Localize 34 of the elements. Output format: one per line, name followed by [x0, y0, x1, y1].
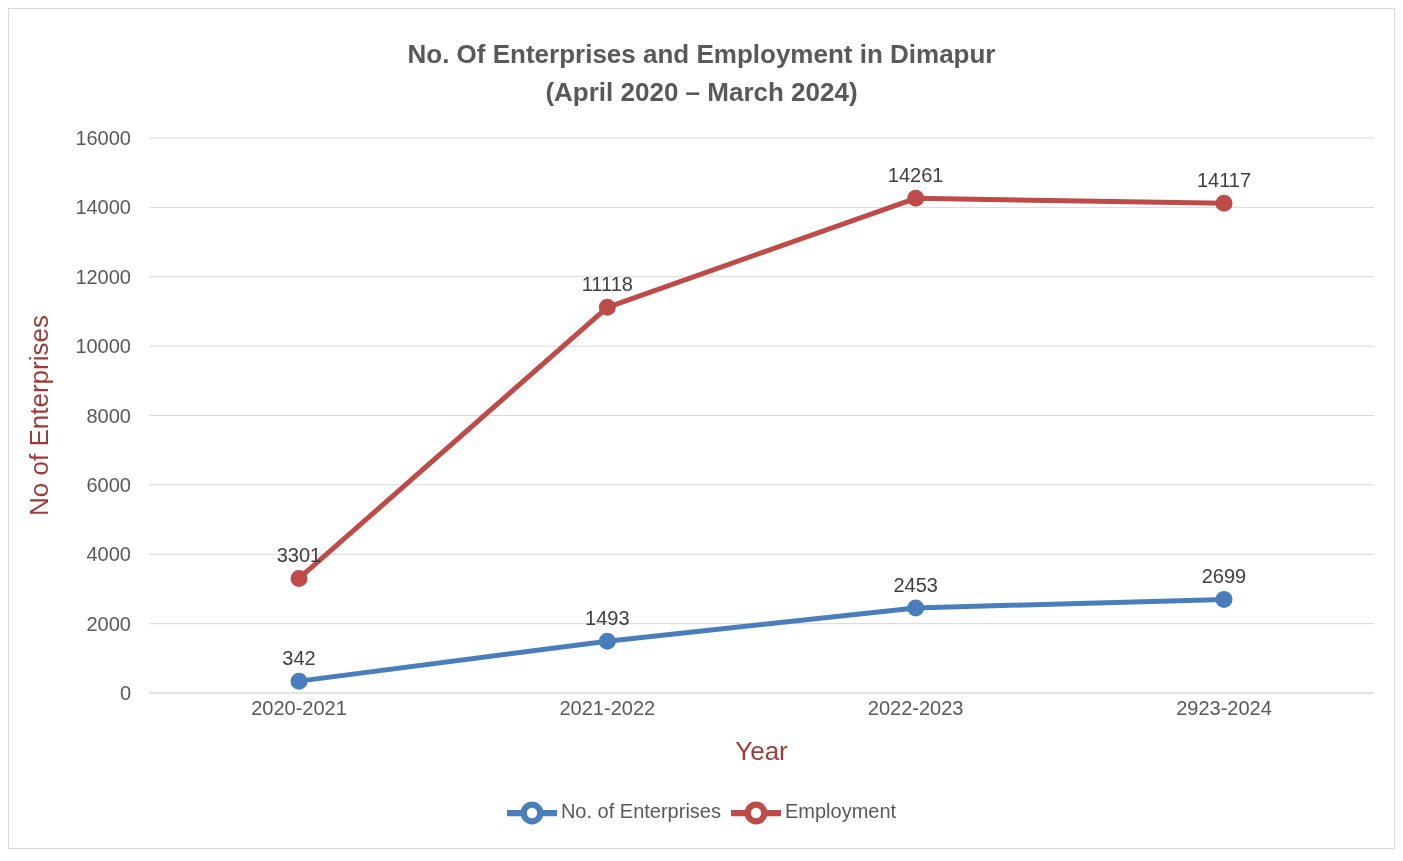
- data-label: 11118: [581, 273, 633, 296]
- data-label: 3301: [276, 544, 322, 567]
- point: [598, 298, 616, 316]
- y-tick-label: 10000: [75, 335, 131, 358]
- point: [290, 672, 308, 690]
- chart-title: No. Of Enterprises and Employment in Dimapur (April 2020 – March 2024): [406, 38, 997, 108]
- point: [1215, 194, 1233, 212]
- y-tick-label: 4000: [86, 543, 131, 566]
- x-tick-label: 2021-2022: [559, 697, 656, 720]
- x-tick-label: 2022-2023: [867, 697, 964, 720]
- y-tick-label: 16000: [75, 127, 131, 150]
- y-tick-label: 14000: [75, 196, 131, 219]
- point: [907, 599, 925, 617]
- y-tick-label: 6000: [86, 473, 131, 496]
- y-axis-title: No of Enterprises: [24, 315, 55, 516]
- data-label: 2453: [893, 573, 938, 596]
- legend-label: Employment: [784, 800, 897, 823]
- y-tick-label: 2000: [86, 612, 131, 635]
- legend-label: No. of Enterprises: [560, 800, 721, 823]
- x-axis-title: Year: [735, 736, 789, 766]
- y-tick-label: 8000: [86, 404, 131, 427]
- point: [1215, 590, 1233, 608]
- data-label: 14117: [1196, 169, 1252, 192]
- data-label: 14261: [887, 164, 944, 187]
- data-label: 1493: [585, 607, 630, 630]
- point: [290, 570, 308, 587]
- y-tick-label: 0: [119, 682, 131, 705]
- data-label: 342: [282, 647, 316, 670]
- point: [598, 632, 616, 650]
- point: [907, 189, 925, 207]
- x-tick-label: 2020-2021: [251, 697, 347, 720]
- y-tick-label: 12000: [75, 265, 131, 288]
- x-tick-label: 2923-2024: [1176, 697, 1272, 720]
- data-label: 2699: [1201, 565, 1247, 588]
